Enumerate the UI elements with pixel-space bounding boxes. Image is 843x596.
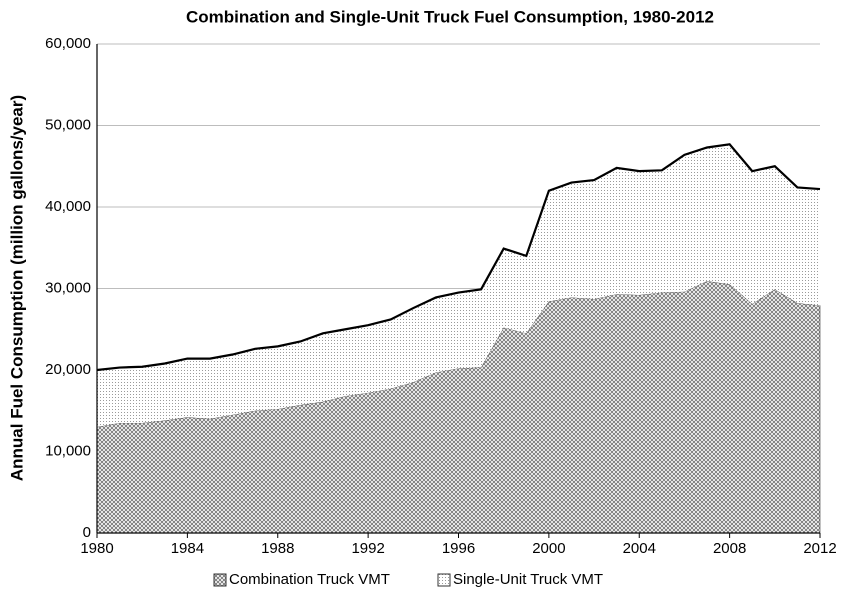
chart-title: Combination and Single-Unit Truck Fuel C…: [186, 7, 714, 26]
x-tick-label: 1984: [171, 540, 204, 557]
x-tick-label: 1988: [261, 540, 294, 557]
y-tick-label: 60,000: [45, 35, 91, 52]
x-tick-label: 2008: [713, 540, 746, 557]
y-tick-label: 30,000: [45, 279, 91, 296]
legend-swatch: [437, 573, 451, 587]
y-tick-label: 10,000: [45, 442, 91, 459]
legend-swatch: [213, 573, 227, 587]
x-tick-label: 2004: [623, 540, 656, 557]
x-tick-label: 1996: [442, 540, 475, 557]
legend-label: Single-Unit Truck VMT: [453, 571, 603, 588]
x-tick-label: 2012: [803, 540, 836, 557]
total-line: [96, 143, 821, 372]
y-tick-label: 40,000: [45, 198, 91, 215]
y-tick-label: 20,000: [45, 361, 91, 378]
x-tick-label: 1992: [351, 540, 384, 557]
x-tick-label: 2000: [532, 540, 565, 557]
area: [97, 144, 820, 428]
y-axis-label: Annual Fuel Consumption (million gallons…: [7, 95, 26, 481]
y-tick-label: 0: [83, 524, 91, 541]
legend-label: Combination Truck VMT: [229, 571, 390, 588]
x-tick-label: 1980: [80, 540, 113, 557]
y-tick-label: 50,000: [45, 116, 91, 133]
